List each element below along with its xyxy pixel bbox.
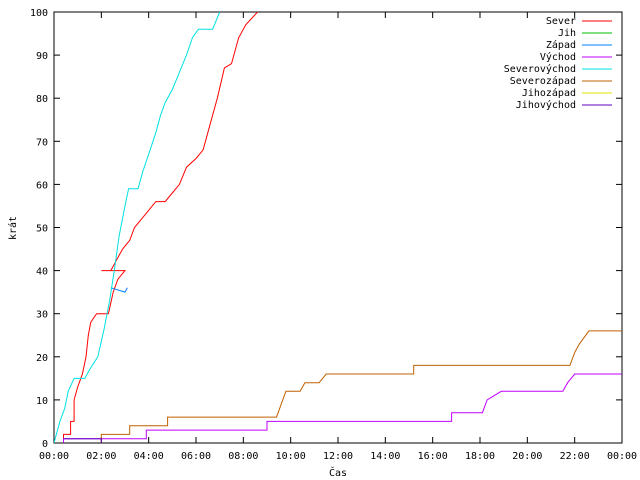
legend-label-jihozapad: Jihozápad xyxy=(522,87,576,99)
y-tick-label: 70 xyxy=(36,137,48,148)
x-tick-label: 22:00 xyxy=(560,451,590,462)
series-line-severovychod xyxy=(54,12,221,443)
x-axis-label: Čas xyxy=(329,466,347,479)
series-line-vychod xyxy=(63,373,622,443)
x-tick-label: 10:00 xyxy=(276,451,306,462)
y-tick-label: 60 xyxy=(36,180,48,191)
legend-label-sever: Sever xyxy=(546,16,576,27)
x-tick-label: 20:00 xyxy=(512,451,542,462)
y-axis-label: krát xyxy=(7,216,19,240)
x-tick-label: 14:00 xyxy=(370,451,400,462)
series-lines xyxy=(54,12,622,443)
x-axis-ticks: 00:00 02:00 04:00 06:00 08:00 10:00 12:00 14:00… xyxy=(39,12,637,462)
y-tick-label: 40 xyxy=(36,267,48,278)
x-tick-label: 02:00 xyxy=(86,451,116,462)
y-tick-label: 90 xyxy=(36,51,48,62)
legend: SeverJihZápadVýchodSeverovýchodSeverozáp… xyxy=(504,16,612,111)
series-line-zapad xyxy=(110,287,128,293)
y-tick-label: 0 xyxy=(42,439,48,450)
y-tick-label: 20 xyxy=(36,353,48,364)
x-tick-label: 12:00 xyxy=(323,451,353,462)
x-tick-label: 08:00 xyxy=(228,451,258,462)
y-tick-label: 30 xyxy=(36,310,48,321)
y-tick-label: 100 xyxy=(30,8,48,19)
legend-label-zapad: Západ xyxy=(546,39,576,51)
y-tick-label: 10 xyxy=(36,396,48,407)
x-tick-label: 16:00 xyxy=(418,451,448,462)
y-tick-label: 80 xyxy=(36,94,48,105)
y-axis-ticks: 0 10 20 30 40 50 60 70 80 90 100 xyxy=(30,8,622,450)
legend-label-severovychod: Severovýchod xyxy=(504,63,576,75)
legend-label-vychod: Východ xyxy=(540,51,576,63)
x-tick-label: 00:00 xyxy=(607,451,637,462)
x-tick-label: 04:00 xyxy=(134,451,164,462)
x-tick-label: 06:00 xyxy=(181,451,211,462)
series-line-severozapad xyxy=(100,330,622,443)
legend-label-jih: Jih xyxy=(558,28,576,39)
legend-label-jihovychod: Jihovýchod xyxy=(516,99,576,111)
series-line-sever xyxy=(63,12,258,443)
series-line-jihovychod xyxy=(63,438,102,443)
y-tick-label: 50 xyxy=(36,224,48,235)
x-tick-label: 18:00 xyxy=(465,451,495,462)
legend-label-severozapad: Severozápad xyxy=(510,75,576,87)
x-tick-label: 00:00 xyxy=(39,451,69,462)
